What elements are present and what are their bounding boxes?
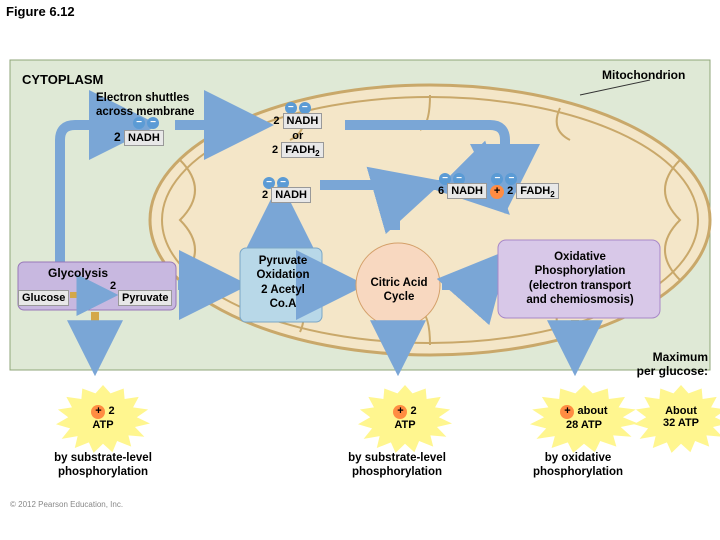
nadh-or-fadh: −− 2 NADH or 2 FADH2	[272, 100, 324, 159]
shuttle-text: Electron shuttles across membrane	[96, 92, 226, 120]
sub-3: by oxidative phosphorylation	[518, 452, 638, 480]
nadh6-fadh2: −− −− 6 NADH + 2 FADH2	[438, 172, 559, 199]
pyruvate-box: Pyruvate	[118, 290, 172, 306]
nadh-2-cyto: 2 NADH	[114, 128, 164, 146]
mitochondrion-label: Mitochondrion	[602, 68, 685, 82]
oxphos-text: OxidativePhosphorylation(electron transp…	[505, 250, 655, 308]
sub-1: by substrate-level phosphorylation	[38, 452, 168, 480]
glycolysis-2: 2	[110, 280, 116, 292]
max-label: Maximumper glucose:	[608, 350, 708, 379]
copyright: © 2012 Pearson Education, Inc.	[10, 500, 123, 509]
cac-text: Citric AcidCycle	[368, 276, 430, 305]
glycolysis-title: Glycolysis	[48, 266, 108, 280]
cytoplasm-label: CYTOPLASM	[22, 72, 103, 88]
pyrox-text: PyruvateOxidation2 AcetylCo.A	[248, 254, 318, 312]
electrons-1: −−	[132, 112, 160, 130]
glucose-box: Glucose	[18, 290, 69, 306]
nadh-2-pyr: −− 2 NADH	[262, 176, 311, 201]
figure-label: Figure 6.12	[6, 4, 75, 20]
sub-2: by substrate-level phosphorylation	[332, 452, 462, 480]
